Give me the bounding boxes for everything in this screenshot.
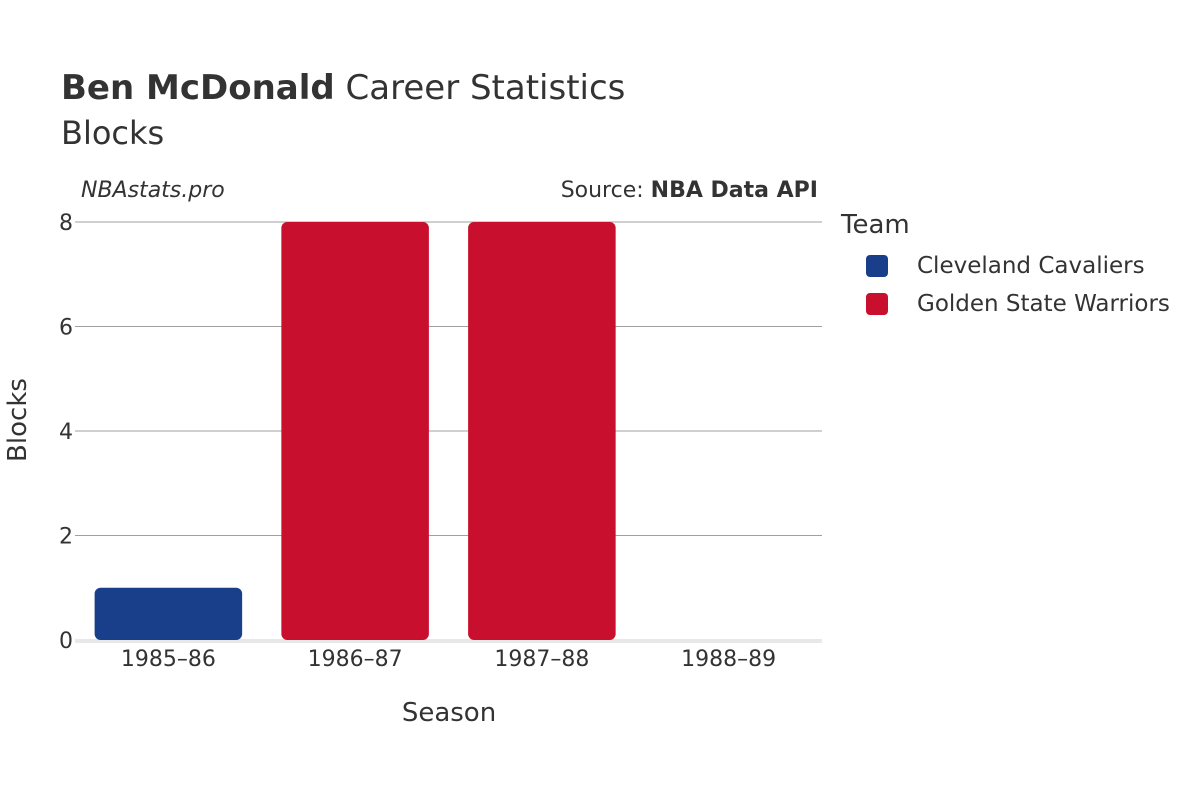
legend-label-golden-state: Golden State Warriors xyxy=(917,291,1170,317)
y-tick-label-0: 0 xyxy=(59,629,73,654)
bar-1986–87 xyxy=(281,222,429,640)
player-name: Ben McDonald xyxy=(61,68,335,108)
legend-item-golden-state[interactable]: Golden State Warriors xyxy=(866,291,1170,317)
x-tick-label-1988–89: 1988–89 xyxy=(681,647,776,672)
x-axis-title: Season xyxy=(402,698,496,728)
y-tick-label-4: 4 xyxy=(59,420,73,445)
x-tick-label-1986–87: 1986–87 xyxy=(308,647,403,672)
chart-subtitle: Blocks xyxy=(61,114,165,152)
source-credit: Source: NBA Data API xyxy=(561,178,818,203)
y-tick-label-6: 6 xyxy=(59,316,73,341)
source-label: Source: xyxy=(560,178,651,203)
y-tick-label-2: 2 xyxy=(59,525,73,550)
legend-swatch-golden-state xyxy=(866,293,888,315)
x-tick-label-1987–88: 1987–88 xyxy=(494,647,589,672)
watermark: NBAstats.pro xyxy=(81,178,225,203)
x-tick-label-1985–86: 1985–86 xyxy=(121,647,216,672)
legend-label-cleveland: Cleveland Cavaliers xyxy=(917,253,1145,279)
bar-1987–88 xyxy=(468,222,616,640)
bar-1985–86 xyxy=(94,587,243,640)
y-tick-label-8: 8 xyxy=(59,211,73,236)
legend-swatch-cleveland xyxy=(866,255,888,277)
y-axis-title: Blocks xyxy=(3,378,33,462)
legend-title: Team xyxy=(841,210,910,240)
source-name: NBA Data API xyxy=(650,178,818,203)
title-rest: Career Statistics xyxy=(345,68,626,108)
chart-title: Ben McDonald Career Statistics xyxy=(61,68,625,108)
legend-item-cleveland[interactable]: Cleveland Cavaliers xyxy=(866,253,1145,279)
